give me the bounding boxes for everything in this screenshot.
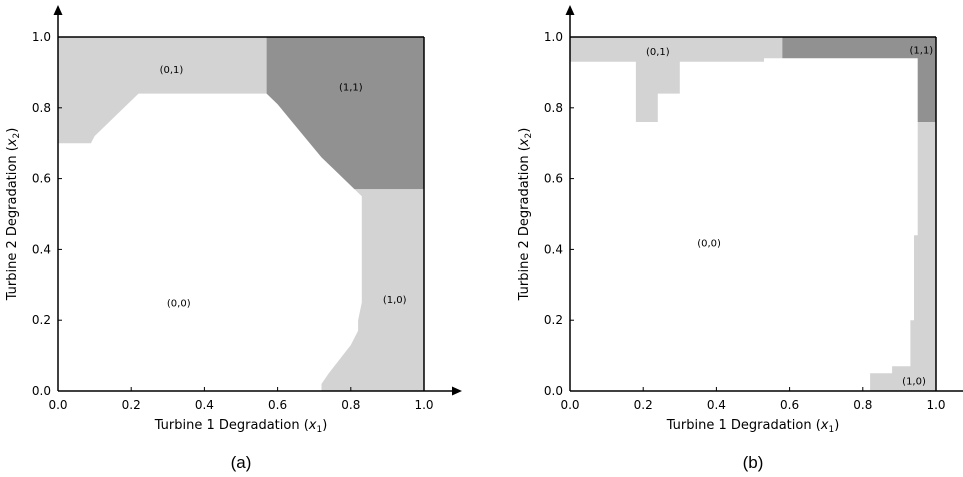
y-axis-title-close: ) — [5, 128, 20, 133]
x-axis-title-text: Turbine 1 Degradation ( — [154, 418, 309, 433]
y-axis-arrow-icon — [565, 5, 575, 15]
y-axis-title: Turbine 2 Degradation (x2) — [5, 128, 22, 302]
x-tick-label: 1.0 — [926, 398, 945, 412]
x-tick-label: 0.8 — [853, 398, 872, 412]
x-tick-label: 0.6 — [780, 398, 799, 412]
region-label: (1,0) — [383, 295, 407, 306]
y-tick-label: 0.4 — [32, 242, 51, 256]
x-tick-label: 0.4 — [195, 398, 214, 412]
region-label: (1,0) — [902, 376, 926, 387]
x-axis-title-close: ) — [834, 418, 839, 433]
x-tick-label: 0.4 — [707, 398, 726, 412]
region-11 — [782, 37, 936, 122]
y-tick-label: 0.2 — [32, 313, 51, 327]
region-01 — [58, 37, 267, 144]
x-tick-label: 0.2 — [634, 398, 653, 412]
y-tick-label: 0.4 — [544, 242, 563, 256]
panel-a: 0.0 0.2 0.4 0.6 0.8 1.0 0.0 0.2 0.4 0.6 0.8 1.0 Turb… — [5, 5, 462, 472]
x-axis-title: Turbine 1 Degradation (x1) — [154, 418, 328, 435]
x-axis-title-symbol: x — [308, 418, 317, 433]
x-tick-label: 0.6 — [268, 398, 287, 412]
y-tick-label: 0.0 — [544, 384, 563, 398]
region-label: (0,1) — [160, 65, 184, 76]
x-tick-label: 0.2 — [122, 398, 141, 412]
y-tick-label: 0.0 — [32, 384, 51, 398]
region-10 — [321, 189, 424, 391]
y-tick-label: 0.2 — [544, 313, 563, 327]
y-tick-label: 0.6 — [544, 172, 563, 186]
x-axis-arrow-icon — [452, 386, 462, 396]
y-axis-title-text: Turbine 2 Degradation ( — [5, 146, 20, 301]
x-tick-label: 0.8 — [341, 398, 360, 412]
y-tick-label: 0.8 — [544, 101, 563, 115]
region-10 — [870, 122, 936, 391]
x-axis-title-text: Turbine 1 Degradation ( — [666, 418, 821, 433]
y-axis-arrow-icon — [53, 5, 63, 15]
region-label: (1,1) — [910, 45, 934, 56]
y-axis-title-close: ) — [517, 128, 532, 133]
x-axis-title-subscript: 1 — [828, 425, 834, 435]
region-01 — [570, 37, 783, 122]
y-tick-label: 1.0 — [544, 30, 563, 44]
y-axis-title-symbol: x — [517, 138, 532, 147]
y-axis-title-symbol: x — [5, 138, 20, 147]
panel-caption: (a) — [231, 453, 252, 472]
x-tick-label: 1.0 — [414, 398, 433, 412]
y-tick-label: 0.6 — [32, 172, 51, 186]
region-label: (0,1) — [646, 47, 670, 58]
panel-b: 0.0 0.2 0.4 0.6 0.8 1.0 0.0 0.2 0.4 0.6 0.8 1.0 Turb… — [517, 5, 963, 472]
panel-caption: (b) — [743, 453, 764, 472]
x-axis-title-close: ) — [322, 418, 327, 433]
y-axis-title-subscript: 2 — [12, 133, 22, 139]
x-tick-label: 0.0 — [48, 398, 67, 412]
x-axis-title: Turbine 1 Degradation (x1) — [666, 418, 840, 435]
y-axis-title-text: Turbine 2 Degradation ( — [517, 146, 532, 301]
y-tick-label: 1.0 — [32, 30, 51, 44]
x-tick-label: 0.0 — [560, 398, 579, 412]
y-tick-label: 0.8 — [32, 101, 51, 115]
region-11 — [266, 37, 424, 190]
region-label: (0,0) — [697, 238, 721, 249]
region-label: (1,1) — [339, 83, 363, 94]
x-axis-title-symbol: x — [820, 418, 829, 433]
y-axis-title-subscript: 2 — [524, 133, 534, 139]
y-axis-title: Turbine 2 Degradation (x2) — [517, 128, 534, 302]
x-axis-title-subscript: 1 — [316, 425, 322, 435]
region-label: (0,0) — [167, 299, 191, 310]
plot-background — [570, 37, 936, 391]
